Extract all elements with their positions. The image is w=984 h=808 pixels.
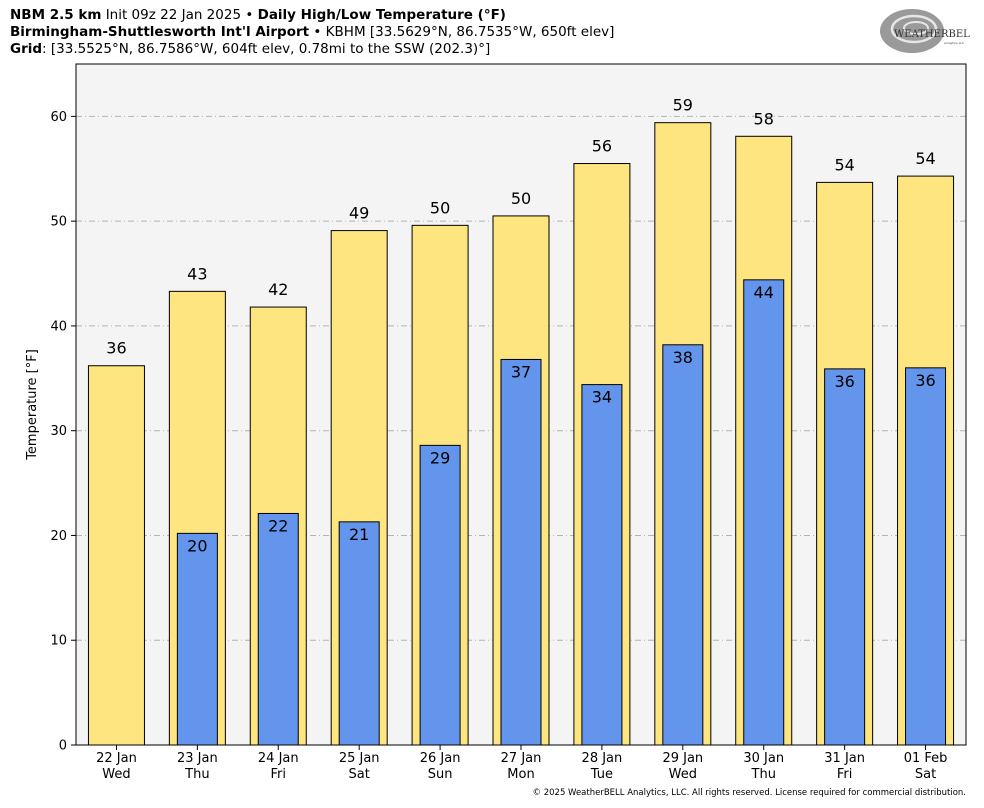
y-tick-label: 30 <box>50 424 67 439</box>
x-tick-date: 22 Jan <box>96 751 137 766</box>
x-tick-day: Thu <box>184 767 209 782</box>
x-tick-date: 25 Jan <box>339 751 380 766</box>
high-temp-label: 49 <box>349 204 369 223</box>
low-temp-labels: 20 22 21 29 37 34 38 44 36 36 <box>187 283 936 556</box>
x-tick-day: Thu <box>751 767 776 782</box>
init-time: Init 09z 22 Jan 2025 <box>105 7 242 23</box>
y-tick-label: 20 <box>50 529 67 544</box>
low-temp-label: 37 <box>511 362 531 381</box>
x-tick-date: 27 Jan <box>501 751 542 766</box>
logo-subtext: Analytics LLC <box>944 41 964 45</box>
x-tick-day: Wed <box>669 767 697 782</box>
weatherbell-logo: WEATHERBELL Analytics LLC <box>880 9 970 53</box>
low-temp-label: 38 <box>673 348 693 367</box>
high-temp-label: 36 <box>106 339 126 358</box>
y-tick-label: 60 <box>50 110 67 125</box>
high-temp-label: 59 <box>673 96 693 115</box>
y-tick-label: 40 <box>50 319 67 334</box>
logo-text: WEATHERBELL <box>894 29 970 40</box>
low-temp-label: 36 <box>915 371 935 390</box>
low-temp-label: 34 <box>592 388 612 407</box>
grid-label: Grid <box>10 41 43 57</box>
logo-swirl-ring <box>890 14 938 44</box>
station-details: KBHM [33.5629°N, 86.7535°W, 650ft elev] <box>325 24 615 40</box>
low-temp-bars <box>176 279 947 746</box>
logo-swirl-core <box>903 21 929 35</box>
low-temp-label: 36 <box>834 372 854 391</box>
station-name: Birmingham-Shuttlesworth Int'l Airport <box>10 24 310 40</box>
low-temp-bar <box>500 358 542 746</box>
low-temp-bar <box>338 521 380 746</box>
low-temp-bar <box>662 344 704 746</box>
header-separator: • <box>313 24 322 40</box>
low-temp-bar <box>581 384 623 746</box>
x-tick-day: Sat <box>349 767 370 782</box>
model-name: NBM 2.5 km <box>10 7 102 23</box>
product-name: Daily High/Low Temperature (°F) <box>257 7 506 23</box>
low-temp-label: 44 <box>754 283 774 302</box>
x-tick-day: Sat <box>915 767 936 782</box>
low-temp-bar <box>824 368 866 746</box>
copyright-notice: © 2025 WeatherBELL Analytics, LLC. All r… <box>532 788 966 798</box>
low-temp-bar <box>257 512 299 746</box>
high-temp-label: 54 <box>834 155 854 174</box>
low-temp-bar <box>176 532 218 746</box>
y-tick-label: 10 <box>50 634 67 649</box>
high-temp-labels: 36 43 42 49 50 50 56 59 58 54 54 <box>106 96 935 358</box>
high-temp-label: 50 <box>430 198 450 217</box>
y-tick-label: 0 <box>59 739 67 754</box>
x-tick-date: 28 Jan <box>582 751 623 766</box>
x-tick-date: 30 Jan <box>743 751 784 766</box>
x-tick-day: Tue <box>590 767 613 782</box>
low-temp-bar <box>743 279 785 746</box>
high-temp-label: 50 <box>511 189 531 208</box>
x-tick-date: 23 Jan <box>177 751 218 766</box>
x-tick-date: 01 Feb <box>904 751 948 766</box>
high-temp-label: 43 <box>187 264 207 283</box>
low-temp-bar <box>419 444 461 746</box>
header-separator: • <box>245 7 254 23</box>
high-temp-label: 42 <box>268 280 288 299</box>
x-tick-date: 24 Jan <box>258 751 299 766</box>
y-axis: 0 10 20 30 40 50 60 <box>50 110 76 754</box>
y-axis-label: Temperature [°F] <box>25 349 40 461</box>
x-tick-day: Wed <box>102 767 130 782</box>
x-tick-date: 26 Jan <box>420 751 461 766</box>
header-line-2: Birmingham-Shuttlesworth Int'l Airport •… <box>10 23 614 41</box>
x-tick-day: Fri <box>837 767 853 782</box>
x-tick-date: 29 Jan <box>662 751 703 766</box>
header-line-1: NBM 2.5 km Init 09z 22 Jan 2025 • Daily … <box>10 6 506 24</box>
grid-details: : [33.5525°N, 86.7586°W, 604ft elev, 0.7… <box>42 41 491 57</box>
high-temp-label: 58 <box>754 109 774 128</box>
low-temp-bar <box>905 367 947 746</box>
high-temp-label: 56 <box>592 137 612 156</box>
x-tick-day: Mon <box>507 767 534 782</box>
header-line-3: Grid: [33.5525°N, 86.7586°W, 604ft elev,… <box>10 40 490 58</box>
low-temp-label: 21 <box>349 525 369 544</box>
x-tick-day: Sun <box>428 767 453 782</box>
y-tick-label: 50 <box>50 215 67 230</box>
low-temp-label: 20 <box>187 536 207 555</box>
high-temp-label: 54 <box>915 149 935 168</box>
high-temp-bar <box>87 365 145 746</box>
x-tick-day: Fri <box>271 767 287 782</box>
low-temp-label: 22 <box>268 516 288 535</box>
low-temp-label: 29 <box>430 448 450 467</box>
x-tick-date: 31 Jan <box>824 751 865 766</box>
